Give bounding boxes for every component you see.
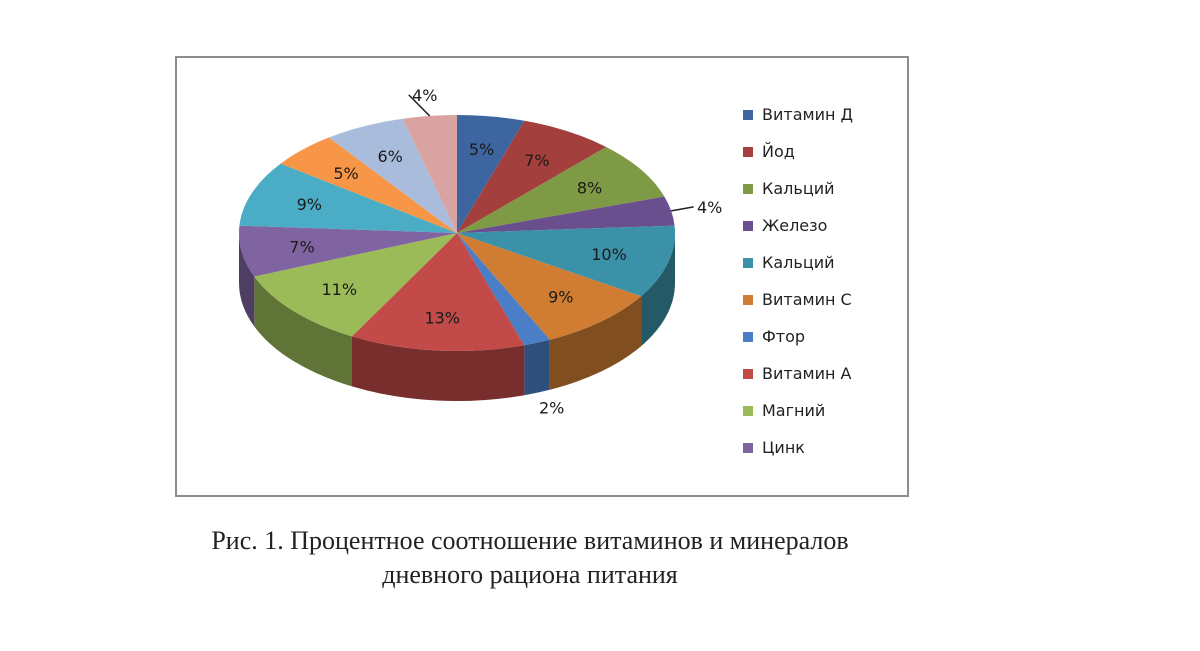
pie-slice <box>457 146 665 233</box>
pie-slice-side <box>524 339 550 396</box>
pie-chart: 5% 7% 8% 4% 10% 9% 2% 13% 11% 7% 9% 5% 6% 4% <box>239 86 722 418</box>
legend-item: Фтор <box>743 318 903 355</box>
pie-slice <box>457 120 607 233</box>
caption-line-2: дневного рациона питания <box>382 560 678 589</box>
legend-item: Цинк <box>743 429 903 466</box>
legend-item: Витамин С <box>743 281 903 318</box>
pie-slice-side <box>549 296 642 390</box>
legend-swatch <box>743 146 753 157</box>
pie-slice <box>457 115 525 233</box>
legend-label: Магний <box>762 401 826 420</box>
slice-value-label: 4% <box>412 86 437 105</box>
legend-label: Витамин Д <box>762 105 854 124</box>
slice-value-label: 7% <box>524 151 549 170</box>
slice-value-label: 8% <box>577 178 602 197</box>
pie-slice <box>328 118 457 233</box>
slice-value-label: 2% <box>539 398 564 417</box>
leader-line <box>408 94 431 117</box>
legend-item: Кальций <box>743 244 903 281</box>
legend-swatch <box>743 331 753 342</box>
legend-label: Кальций <box>762 253 835 272</box>
pie-slice-side <box>351 336 525 401</box>
legend-label: Железо <box>762 216 828 235</box>
slice-value-label: 7% <box>289 237 314 256</box>
pie-slice <box>457 225 675 297</box>
figure-caption: Рис. 1. Процентное соотношение витаминов… <box>160 524 900 592</box>
legend-item: Железо <box>743 207 903 244</box>
pie-slice <box>239 225 457 277</box>
pie-top <box>239 115 675 351</box>
slice-value-label: 9% <box>548 288 573 307</box>
slice-value-label: 11% <box>321 280 357 299</box>
slice-value-label: 4% <box>697 198 722 217</box>
slice-value-label: 5% <box>469 140 494 159</box>
legend-item: Кальций <box>743 170 903 207</box>
legend: Витамин Д Йод Кальций Железо Кальций Витамин … <box>743 96 903 466</box>
slice-value-label: 5% <box>333 164 358 183</box>
legend-swatch <box>743 183 753 194</box>
slice-value-label: 10% <box>591 245 627 264</box>
pie-slice <box>457 233 550 346</box>
legend-item: Магний <box>743 392 903 429</box>
legend-swatch <box>743 257 753 268</box>
legend-label: Йод <box>762 142 795 161</box>
slice-value-label: 6% <box>377 147 402 166</box>
pie-labels: 5% 7% 8% 4% 10% 9% 2% 13% 11% 7% 9% 5% 6% 4% <box>289 86 722 418</box>
legend-swatch <box>743 294 753 305</box>
pie-slice <box>402 115 457 233</box>
legend-item: Витамин А <box>743 355 903 392</box>
chart-frame: 5% 7% 8% 4% 10% 9% 2% 13% 11% 7% 9% 5% 6% 4% Витамин … <box>175 56 909 497</box>
legend-label: Витамин А <box>762 364 852 383</box>
legend-label: Витамин С <box>762 290 852 309</box>
pie-slice <box>457 233 642 340</box>
pie-slice <box>280 137 457 233</box>
legend-label: Цинк <box>762 438 805 457</box>
pie-slice <box>254 233 457 337</box>
pie-slice <box>239 163 457 233</box>
legend-swatch <box>743 368 753 379</box>
legend-item: Витамин Д <box>743 96 903 133</box>
legend-item: Йод <box>743 133 903 170</box>
pie-slice-side <box>641 233 675 347</box>
legend-swatch <box>743 405 753 416</box>
pie-side-walls <box>239 233 675 401</box>
legend-label: Кальций <box>762 179 835 198</box>
pie-slice-side <box>254 276 352 387</box>
legend-label: Фтор <box>762 327 806 346</box>
legend-swatch <box>743 220 753 231</box>
legend-swatch <box>743 442 753 453</box>
leader-line <box>671 206 694 212</box>
slice-value-label: 13% <box>424 309 460 328</box>
pie-slice <box>351 233 525 351</box>
caption-line-1: Рис. 1. Процентное соотношение витаминов… <box>211 526 849 555</box>
legend-swatch <box>743 109 753 120</box>
pie-slice <box>457 196 675 233</box>
slice-value-label: 9% <box>297 195 322 214</box>
pie-slice-side <box>239 233 255 327</box>
